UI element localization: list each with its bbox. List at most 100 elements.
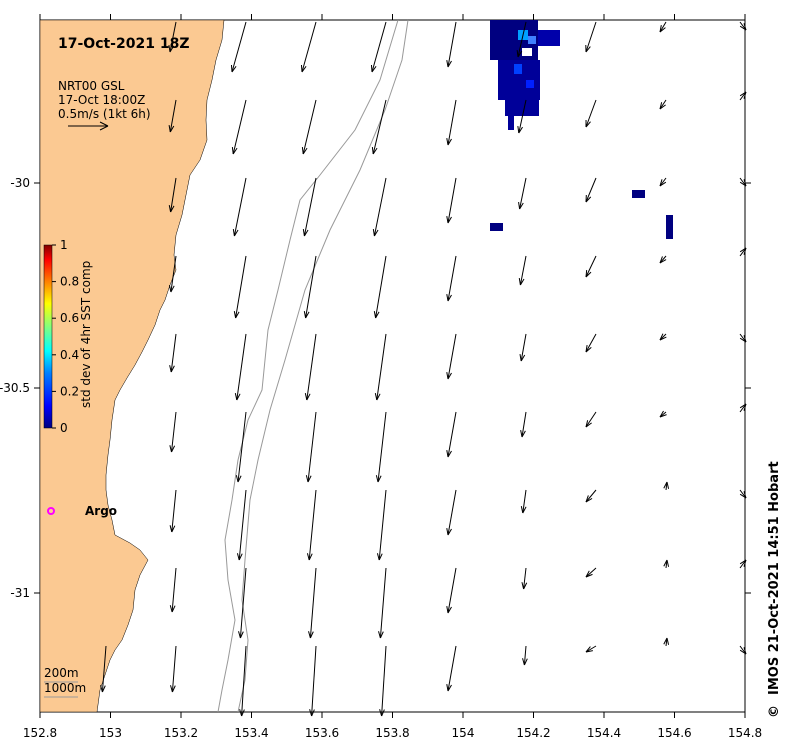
current-vector <box>302 177 317 237</box>
colorbar-tick-label: 0.8 <box>60 275 79 289</box>
current-vector <box>663 559 670 569</box>
current-vector <box>518 177 527 210</box>
current-vector <box>659 99 667 110</box>
current-vector <box>230 21 247 73</box>
current-vector <box>585 21 597 53</box>
current-vector <box>308 567 317 639</box>
current-vector <box>301 99 317 155</box>
current-vector <box>446 21 457 68</box>
argo-label: Argo <box>85 504 117 518</box>
current-vector <box>659 177 667 187</box>
x-tick-label: 154 <box>452 726 475 740</box>
current-vector <box>663 481 670 491</box>
current-vector <box>739 489 747 499</box>
x-tick-label: 153.2 <box>164 726 198 740</box>
current-vector <box>169 567 177 613</box>
current-vector <box>739 177 747 187</box>
colorbar-label: std dev of 4hr SST comp <box>79 261 93 408</box>
current-vector <box>304 333 317 401</box>
current-vector <box>739 645 747 655</box>
current-vector <box>659 410 667 418</box>
current-vector <box>446 177 457 224</box>
x-tick-label: 154.6 <box>657 726 691 740</box>
copyright-symbol: © <box>767 705 782 718</box>
current-vector <box>370 21 387 73</box>
current-vector <box>739 21 747 31</box>
sst-std-patches <box>490 20 673 239</box>
colorbar-tick-label: 0.4 <box>60 348 79 362</box>
current-vector <box>739 403 747 413</box>
current-vector <box>585 255 597 278</box>
current-vector <box>663 637 670 647</box>
contour-1000m <box>237 19 409 713</box>
current-vector <box>168 177 177 213</box>
current-vector <box>446 645 457 692</box>
current-vector <box>236 489 247 561</box>
current-vector <box>659 255 667 264</box>
colorbar-tick-label: 0.6 <box>60 311 79 325</box>
x-tick-label: 153 <box>99 726 122 740</box>
map-title: 17-Oct-2021 18Z <box>58 36 189 52</box>
legend-line1: NRT00 GSL <box>58 79 125 93</box>
current-vector <box>169 489 177 533</box>
current-vector <box>303 255 317 319</box>
current-vector <box>168 255 177 293</box>
x-tick-label: 154.2 <box>516 726 550 740</box>
current-vector <box>446 255 457 302</box>
current-vector <box>234 333 247 401</box>
current-vector <box>521 567 528 590</box>
current-vector <box>375 411 387 483</box>
current-vector <box>379 645 387 717</box>
current-vector <box>518 255 527 286</box>
current-vector <box>522 645 528 666</box>
current-vector <box>585 411 597 428</box>
current-vector <box>446 411 457 458</box>
land-area <box>39 19 225 713</box>
contour-200m <box>217 19 399 713</box>
x-tick-label: 153.6 <box>305 726 339 740</box>
current-vector <box>231 99 247 155</box>
current-vector <box>739 91 747 101</box>
current-vector <box>585 645 597 653</box>
y-tick-label: -30.5 <box>0 381 30 395</box>
current-vector <box>100 645 107 693</box>
current-vector <box>585 333 597 353</box>
x-tick-label: 153.4 <box>234 726 268 740</box>
current-vector <box>306 489 317 561</box>
colorbar-tick-label: 0 <box>60 421 68 435</box>
current-vector <box>446 489 457 536</box>
current-vector <box>446 333 457 380</box>
current-vector <box>169 411 177 453</box>
current-vector <box>372 177 387 237</box>
current-vector <box>516 21 527 58</box>
current-vector <box>585 489 597 503</box>
current-vector <box>233 255 247 319</box>
current-vector <box>168 21 177 53</box>
current-vector <box>376 489 387 561</box>
legend-scale-arrow <box>68 121 109 131</box>
current-vector <box>170 645 177 693</box>
y-tick-label: -31 <box>10 586 30 600</box>
current-vector <box>446 567 457 614</box>
current-vector <box>300 21 317 73</box>
current-vector <box>520 411 527 438</box>
credit-text: IMOS 21-Oct-2021 14:51 Hobart <box>767 461 782 695</box>
colorbar-tick-label: 1 <box>60 238 68 252</box>
current-vector <box>585 177 597 203</box>
current-vector <box>374 333 387 401</box>
x-axis-ticks: 152.8 153 153.2 153.4 153.6 153.8 154 154.2 154.… <box>23 14 762 740</box>
current-vector <box>309 645 317 717</box>
current-vector <box>446 99 457 146</box>
current-vector <box>519 333 527 362</box>
colorbar-ticks: 0 0.2 0.4 0.6 0.8 1 <box>52 238 79 435</box>
current-vectors <box>100 21 747 717</box>
current-vector <box>520 489 527 514</box>
y-tick-label: -30 <box>10 176 30 190</box>
current-vector <box>305 411 317 483</box>
current-vector <box>239 645 247 717</box>
x-tick-label: 153.8 <box>375 726 409 740</box>
current-vector <box>238 567 247 639</box>
current-vector <box>378 567 387 639</box>
x-tick-label: 154.4 <box>587 726 621 740</box>
current-vector <box>739 247 747 257</box>
